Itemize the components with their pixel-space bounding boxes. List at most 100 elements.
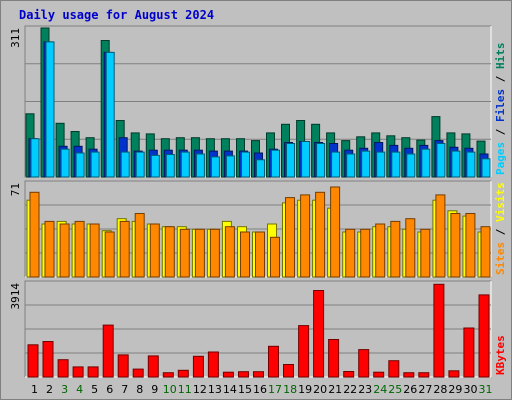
legend-entry: KBytes [494,335,507,375]
y-max-label: 311 [9,28,22,48]
bar-kbytes-day-25 [388,360,400,378]
legend-entry: / [494,222,507,242]
bar-sites-day-23 [360,228,371,278]
x-tick-label: 13 [208,383,222,396]
bar-sites-day-26 [405,218,416,278]
bar-pages-day-27 [421,148,431,178]
bar-sites-day-18 [285,197,295,278]
bar-sites-day-6 [104,231,115,278]
panels-layer: 311 Pages / Files / Hits 71 Sites / Visits 3… [9,25,507,378]
x-tick-label: 9 [151,383,158,396]
x-tick-label: 14 [223,383,237,396]
bar-kbytes-day-19 [298,325,310,378]
bar-sites-day-17 [270,236,280,278]
bar-pages-day-26 [406,153,416,178]
bar-sites-day-8 [134,213,145,278]
bar-pages-day-13 [210,156,220,178]
bar-pages-day-19 [301,141,311,178]
bar-sites-day-7 [119,220,130,278]
bar-sites-day-11 [179,228,190,278]
bar-kbytes-day-30 [463,327,475,378]
bar-kbytes-day-7 [117,354,129,378]
bar-kbytes-day-16 [253,371,264,378]
legend-entry: Files [494,89,507,122]
bar-sites-day-25 [390,220,401,278]
bar-kbytes-day-31 [478,294,490,378]
bar-sites-day-16 [255,231,265,278]
bar-pages-day-3 [60,148,70,178]
x-tick-label: 16 [253,383,267,396]
bar-kbytes-day-8 [132,368,144,378]
bar-kbytes-day-20 [313,290,325,378]
panel-kbytes: 3914 KBytes [9,280,507,378]
bar-pages-day-28 [436,143,446,178]
x-tick-label: 26 [403,383,417,396]
bar-pages-day-20 [316,143,326,178]
bar-sites-day-19 [300,194,311,278]
x-tick-label: 1 [31,383,38,396]
bar-sites-day-12 [194,228,205,278]
x-tick-label: 20 [313,383,327,396]
bar-sites-day-31 [480,226,491,278]
y-max-label: 3914 [9,283,22,310]
bar-pages-day-12 [195,153,205,178]
bar-pages-day-25 [391,151,401,178]
bar-pages-day-24 [376,151,386,178]
x-tick-label: 29 [448,383,462,396]
bar-sites-day-13 [209,228,220,278]
bar-pages-day-21 [331,151,341,178]
bar-kbytes-day-24 [373,371,385,378]
bar-pages-day-31 [481,158,491,178]
bar-sites-day-10 [164,226,175,278]
bar-kbytes-day-12 [192,355,204,378]
bar-kbytes-day-3 [57,359,69,378]
x-axis-labels: 1 2 3 4 5 6 7 8 9 10 11 12 13 14 15 16 17 18 19 20 21 22 23 24 2… [31,383,493,396]
bar-kbytes-day-23 [358,349,370,378]
panel-hits-files-pages: 311 Pages / Files / Hits [9,25,507,178]
x-tick-label: 31 [479,383,493,396]
bar-kbytes-day-29 [448,370,460,378]
x-tick-label: 5 [91,383,98,396]
x-tick-label: 10 [163,383,177,396]
legend-entry: Visits [494,182,507,222]
bar-sites-day-4 [74,220,85,278]
bar-sites-day-1 [29,191,40,278]
bar-kbytes-day-17 [268,345,279,378]
bar-pages-day-11 [180,151,190,178]
x-tick-label: 28 [433,383,447,396]
bar-pages-day-23 [361,150,371,178]
x-tick-label: 25 [388,383,402,396]
bar-sites-day-22 [345,228,356,278]
x-tick-label: 19 [298,383,312,396]
x-tick-label: 23 [358,383,372,396]
legend-entry: / [494,122,507,142]
bar-kbytes-day-22 [343,371,355,378]
bar-sites-day-5 [89,223,100,278]
bar-pages-day-8 [135,151,145,178]
legend-entry: Pages [494,142,507,175]
x-tick-label: 30 [464,383,478,396]
x-tick-label: 11 [178,383,192,396]
bar-kbytes-day-10 [162,372,174,378]
legend-entry: / [494,69,507,89]
bar-kbytes-day-27 [418,372,430,378]
bar-pages-day-7 [120,151,130,178]
bar-pages-day-16 [256,159,265,178]
bar-pages-day-29 [451,150,461,178]
bar-kbytes-day-2 [42,341,54,378]
bar-sites-day-20 [315,191,326,278]
bar-kbytes-day-11 [177,369,189,378]
x-tick-label: 8 [136,383,143,396]
legend-entry: Hits [494,43,507,70]
bar-sites-day-3 [59,223,70,278]
x-tick-label: 2 [46,383,53,396]
bar-sites-day-15 [240,231,250,278]
bar-kbytes-day-28 [433,283,445,378]
bar-kbytes-day-18 [283,364,294,378]
bar-pages-day-30 [466,151,476,178]
bar-sites-day-14 [224,226,235,278]
bar-kbytes-day-5 [87,366,99,378]
bar-kbytes-day-6 [102,324,114,378]
